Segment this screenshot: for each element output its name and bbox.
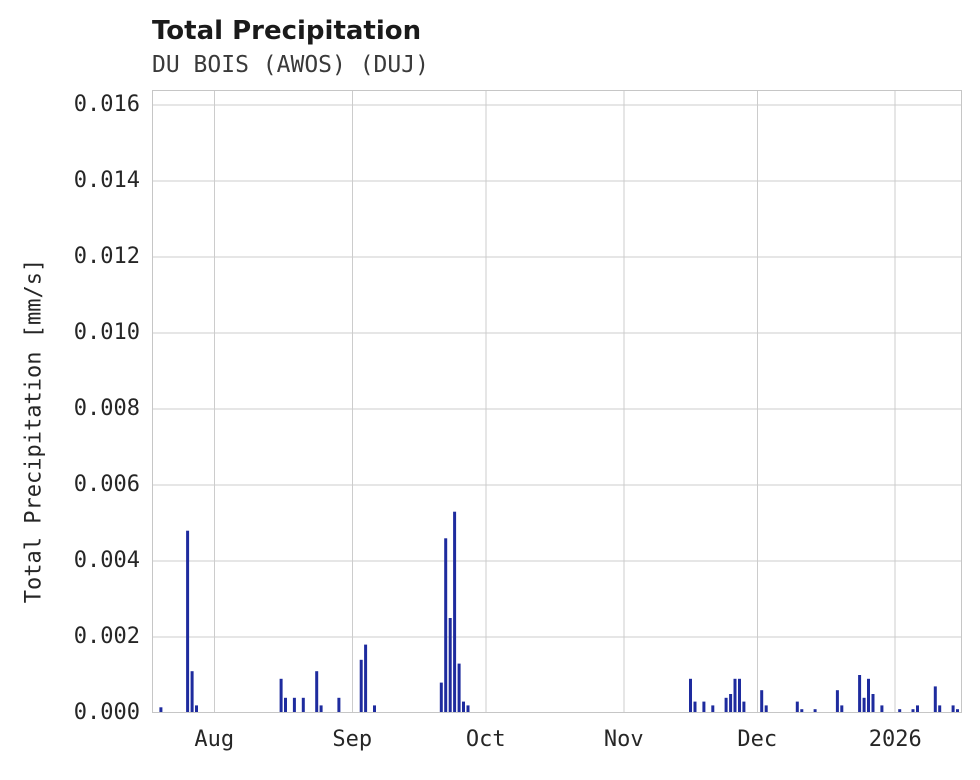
precip-bar	[938, 705, 942, 713]
y-tick-label: 0.002	[73, 624, 140, 650]
precip-bar	[337, 697, 341, 713]
precip-bar	[867, 678, 870, 713]
precip-bar	[956, 709, 959, 713]
precip-bar	[800, 709, 804, 713]
precip-bar	[186, 530, 190, 713]
precip-bar	[813, 709, 817, 713]
x-tick-label: Dec	[737, 727, 778, 752]
chart-subtitle: DU BOIS (AWOS) (DUJ)	[152, 52, 429, 78]
x-tick-label: Aug	[194, 727, 235, 752]
precip-bar	[466, 705, 470, 713]
precip-bar	[457, 663, 461, 713]
precip-bar	[373, 705, 376, 713]
precip-bar	[301, 697, 305, 713]
precip-bar	[862, 697, 866, 713]
precip-bar	[724, 697, 728, 713]
precip-bar	[439, 682, 443, 713]
y-tick-label: 0.012	[73, 244, 140, 270]
precip-bar	[742, 701, 746, 713]
x-tick-label: 2026	[868, 727, 922, 752]
y-tick-label: 0.016	[73, 92, 140, 118]
precip-bar	[159, 707, 163, 713]
precip-bar	[702, 701, 706, 713]
y-tick-label: 0.014	[73, 168, 140, 194]
precip-bar	[916, 705, 919, 713]
precip-bar	[292, 697, 296, 713]
precip-bar	[795, 701, 799, 713]
x-tick-label: Oct	[465, 727, 506, 752]
precip-bar	[448, 618, 452, 713]
y-tick-label: 0.010	[73, 320, 140, 346]
precip-bar	[195, 705, 198, 713]
x-tick-label: Sep	[332, 727, 373, 752]
precip-bar	[840, 705, 844, 713]
precip-bar	[359, 659, 363, 713]
precip-bar	[760, 690, 764, 713]
precip-bar	[444, 538, 448, 713]
y-tick-label: 0.008	[73, 396, 140, 422]
x-tick-label: Nov	[603, 727, 644, 752]
precip-bar	[689, 678, 692, 713]
precip-bar	[764, 705, 768, 713]
precip-bar	[729, 694, 733, 713]
precip-bar	[871, 694, 875, 713]
chart-title: Total Precipitation	[152, 16, 422, 46]
precip-bar	[453, 511, 457, 713]
precip-bar	[738, 678, 741, 713]
y-tick-label: 0.004	[73, 548, 140, 574]
precip-bar	[858, 675, 862, 713]
precip-bar	[835, 690, 839, 713]
precip-bar	[711, 705, 715, 713]
precip-bar	[951, 705, 955, 713]
precip-bar	[279, 678, 283, 713]
precip-bar	[911, 709, 915, 713]
precip-bar	[315, 671, 319, 713]
precip-bar	[880, 705, 884, 713]
precip-bar	[364, 644, 368, 713]
y-tick-label: 0.006	[73, 472, 140, 498]
precip-bar	[898, 709, 902, 713]
precip-bar	[462, 701, 465, 713]
precip-bar	[733, 678, 737, 713]
precip-bar	[284, 697, 287, 713]
precip-bar	[693, 701, 697, 713]
plot-area	[152, 90, 962, 713]
y-tick-label: 0.000	[73, 700, 140, 725]
precip-bar	[190, 671, 194, 713]
precip-bar	[319, 705, 323, 713]
precip-bar	[933, 686, 937, 713]
